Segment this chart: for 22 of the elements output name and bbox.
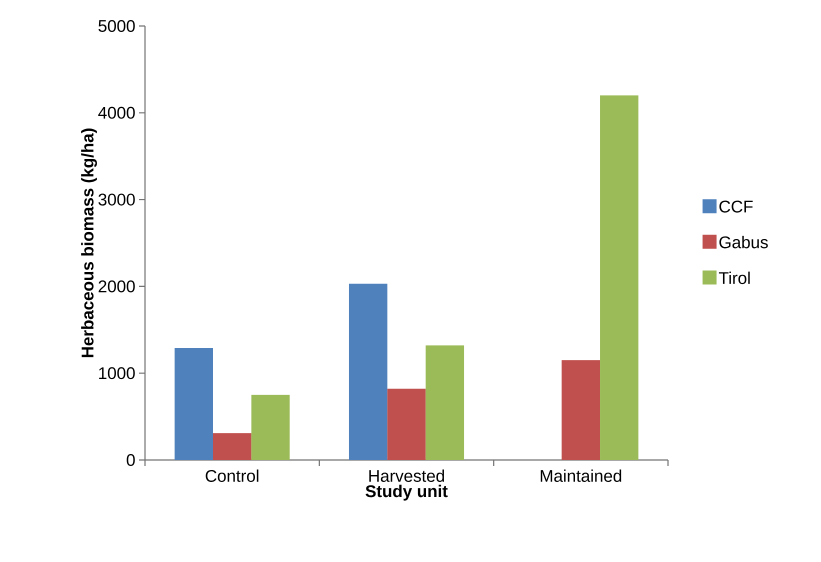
legend-label: CCF (719, 200, 753, 213)
x-axis-title: Study unit (366, 484, 448, 501)
legend-label: Gabus (719, 236, 768, 248)
y-tick-label: 1000 (99, 367, 135, 380)
y-tick-label: 0 (126, 454, 135, 466)
legend-label: Tirol (718, 272, 750, 284)
x-tick-label: Maintained (540, 470, 622, 482)
y-tick-label: 3000 (98, 194, 135, 206)
y-tick-label: 5000 (98, 20, 135, 32)
bar (562, 360, 600, 460)
y-axis-title: Herbaceous biomass (kg/ha) (81, 128, 97, 358)
bar (600, 95, 638, 460)
bar (213, 433, 252, 460)
bar (251, 394, 290, 460)
bar (348, 284, 388, 460)
bar (174, 348, 213, 460)
x-tick-label: Control (206, 470, 258, 482)
bar (387, 388, 426, 460)
y-tick-label: 2000 (98, 280, 135, 292)
y-tick-label: 4000 (98, 106, 135, 119)
x-tick-label: Harvested (369, 470, 444, 482)
bar (426, 345, 464, 460)
